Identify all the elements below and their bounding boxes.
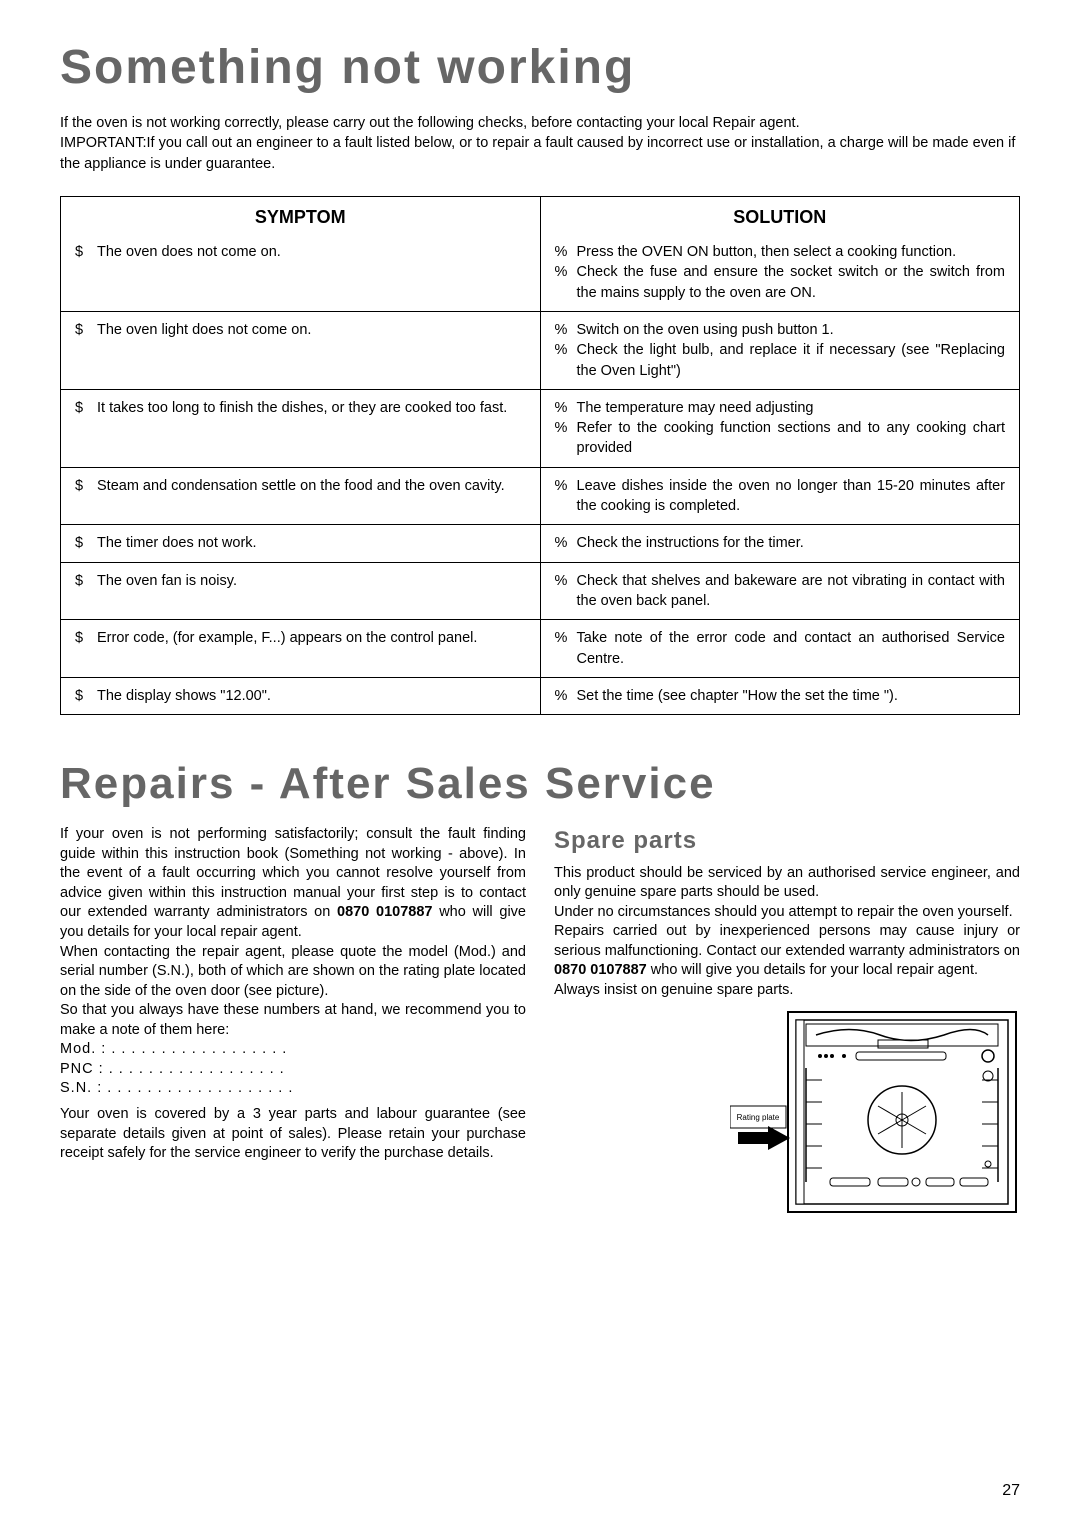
spare-p3: Repairs carried out by inexperienced per… bbox=[554, 922, 1020, 981]
repairs-columns: If your oven is not performing satisfact… bbox=[60, 825, 1020, 1227]
bullet-symptom-icon: $ bbox=[75, 628, 97, 648]
bullet-solution-icon: % bbox=[555, 340, 577, 360]
solution-cell: %The temperature may need adjusting%Refe… bbox=[540, 389, 1020, 467]
solution-cell: %Press the OVEN ON button, then select a… bbox=[540, 234, 1020, 311]
symptom-cell: $Steam and condensation settle on the fo… bbox=[61, 467, 541, 525]
warranty-phone-1: 0870 0107887 bbox=[337, 904, 432, 920]
solution-cell: %Check that shelves and bakeware are not… bbox=[540, 562, 1020, 620]
bullet-symptom-icon: $ bbox=[75, 320, 97, 340]
oven-diagram: Rating plate bbox=[730, 1010, 1020, 1227]
solution-header: SOLUTION bbox=[540, 196, 1020, 234]
symptom-text: The display shows "12.00". bbox=[97, 686, 526, 706]
solution-text: Check that shelves and bakeware are not … bbox=[577, 571, 1006, 612]
sn-line: S.N. : . . . . . . . . . . . . . . . . .… bbox=[60, 1079, 526, 1099]
table-row: $The timer does not work.%Check the inst… bbox=[61, 525, 1020, 562]
troubleshooting-table: SYMPTOM SOLUTION $The oven does not come… bbox=[60, 196, 1020, 715]
repairs-col-right: Spare parts This product should be servi… bbox=[554, 825, 1020, 1227]
solution-cell: %Take note of the error code and contact… bbox=[540, 620, 1020, 678]
solution-cell: %Check the instructions for the timer. bbox=[540, 525, 1020, 562]
repairs-p3: So that you always have these numbers at… bbox=[60, 1001, 526, 1040]
intro-important-label: IMPORTANT: bbox=[60, 135, 146, 151]
bullet-solution-icon: % bbox=[555, 571, 577, 591]
bullet-symptom-icon: $ bbox=[75, 571, 97, 591]
symptom-text: The oven fan is noisy. bbox=[97, 571, 526, 591]
table-row: $The oven light does not come on.%Switch… bbox=[61, 311, 1020, 389]
intro-text: If the oven is not working correctly, pl… bbox=[60, 113, 1020, 174]
page-number: 27 bbox=[1002, 1482, 1020, 1500]
spare-p3a: Repairs carried out by inexperienced per… bbox=[554, 923, 1020, 959]
table-row: $Error code, (for example, F...) appears… bbox=[61, 620, 1020, 678]
table-row: $The oven does not come on.%Press the OV… bbox=[61, 234, 1020, 311]
solution-cell: %Switch on the oven using push button 1.… bbox=[540, 311, 1020, 389]
oven-svg: Rating plate bbox=[730, 1010, 1020, 1220]
table-row: $It takes too long to finish the dishes,… bbox=[61, 389, 1020, 467]
bullet-symptom-icon: $ bbox=[75, 242, 97, 262]
page-title: Something not working bbox=[60, 40, 1020, 95]
solution-text: Leave dishes inside the oven no longer t… bbox=[577, 476, 1006, 517]
intro-line2: If you call out an engineer to a fault l… bbox=[60, 135, 1015, 171]
bullet-symptom-icon: $ bbox=[75, 476, 97, 496]
symptom-text: Steam and condensation settle on the foo… bbox=[97, 476, 526, 496]
solution-text: Check the fuse and ensure the socket swi… bbox=[577, 262, 1006, 303]
solution-text: Set the time (see chapter "How the set t… bbox=[577, 686, 1006, 706]
solution-cell: %Set the time (see chapter "How the set … bbox=[540, 677, 1020, 714]
solution-text: The temperature may need adjusting bbox=[577, 398, 1006, 418]
solution-text: Take note of the error code and contact … bbox=[577, 628, 1006, 669]
bullet-symptom-icon: $ bbox=[75, 398, 97, 418]
spare-p4: Always insist on genuine spare parts. bbox=[554, 981, 1020, 1001]
solution-text: Check the light bulb, and replace it if … bbox=[577, 340, 1006, 381]
solution-text: Switch on the oven using push button 1. bbox=[577, 320, 1006, 340]
spare-p1: This product should be serviced by an au… bbox=[554, 864, 1020, 903]
bullet-solution-icon: % bbox=[555, 476, 577, 496]
symptom-text: The oven does not come on. bbox=[97, 242, 526, 262]
table-row: $The display shows "12.00".%Set the time… bbox=[61, 677, 1020, 714]
spare-parts-heading: Spare parts bbox=[554, 825, 1020, 857]
model-line: Mod. : . . . . . . . . . . . . . . . . .… bbox=[60, 1040, 526, 1060]
solution-text: Refer to the cooking function sections a… bbox=[577, 418, 1006, 459]
bullet-solution-icon: % bbox=[555, 242, 577, 262]
solution-cell: %Leave dishes inside the oven no longer … bbox=[540, 467, 1020, 525]
bullet-symptom-icon: $ bbox=[75, 533, 97, 553]
bullet-solution-icon: % bbox=[555, 398, 577, 418]
bullet-solution-icon: % bbox=[555, 262, 577, 282]
symptom-text: It takes too long to finish the dishes, … bbox=[97, 398, 526, 418]
bullet-symptom-icon: $ bbox=[75, 686, 97, 706]
warranty-phone-2: 0870 0107887 bbox=[554, 962, 647, 978]
repairs-p4: Your oven is covered by a 3 year parts a… bbox=[60, 1105, 526, 1164]
symptom-cell: $It takes too long to finish the dishes,… bbox=[61, 389, 541, 467]
solution-text: Check the instructions for the timer. bbox=[577, 533, 1006, 553]
spare-p2: Under no circumstances should you attemp… bbox=[554, 903, 1020, 923]
table-row: $The oven fan is noisy.%Check that shelv… bbox=[61, 562, 1020, 620]
table-row: $Steam and condensation settle on the fo… bbox=[61, 467, 1020, 525]
symptom-header: SYMPTOM bbox=[61, 196, 541, 234]
bullet-solution-icon: % bbox=[555, 533, 577, 553]
symptom-text: The oven light does not come on. bbox=[97, 320, 526, 340]
solution-text: Press the OVEN ON button, then select a … bbox=[577, 242, 1006, 262]
bullet-solution-icon: % bbox=[555, 686, 577, 706]
intro-line1: If the oven is not working correctly, pl… bbox=[60, 115, 800, 131]
repairs-title: Repairs - After Sales Service bbox=[60, 759, 1020, 809]
bullet-solution-icon: % bbox=[555, 628, 577, 648]
symptom-text: Error code, (for example, F...) appears … bbox=[97, 628, 526, 648]
repairs-p1: If your oven is not performing satisfact… bbox=[60, 825, 526, 942]
symptom-cell: $The oven light does not come on. bbox=[61, 311, 541, 389]
symptom-cell: $The display shows "12.00". bbox=[61, 677, 541, 714]
symptom-cell: $The timer does not work. bbox=[61, 525, 541, 562]
symptom-cell: $The oven does not come on. bbox=[61, 234, 541, 311]
repairs-col-left: If your oven is not performing satisfact… bbox=[60, 825, 526, 1227]
symptom-cell: $Error code, (for example, F...) appears… bbox=[61, 620, 541, 678]
repairs-p2: When contacting the repair agent, please… bbox=[60, 943, 526, 1002]
rating-plate-label: Rating plate bbox=[737, 1113, 780, 1122]
bullet-solution-icon: % bbox=[555, 418, 577, 438]
pnc-line: PNC : . . . . . . . . . . . . . . . . . … bbox=[60, 1060, 526, 1080]
symptom-cell: $The oven fan is noisy. bbox=[61, 562, 541, 620]
symptom-text: The timer does not work. bbox=[97, 533, 526, 553]
spare-p3b: who will give you details for your local… bbox=[647, 962, 978, 978]
bullet-solution-icon: % bbox=[555, 320, 577, 340]
